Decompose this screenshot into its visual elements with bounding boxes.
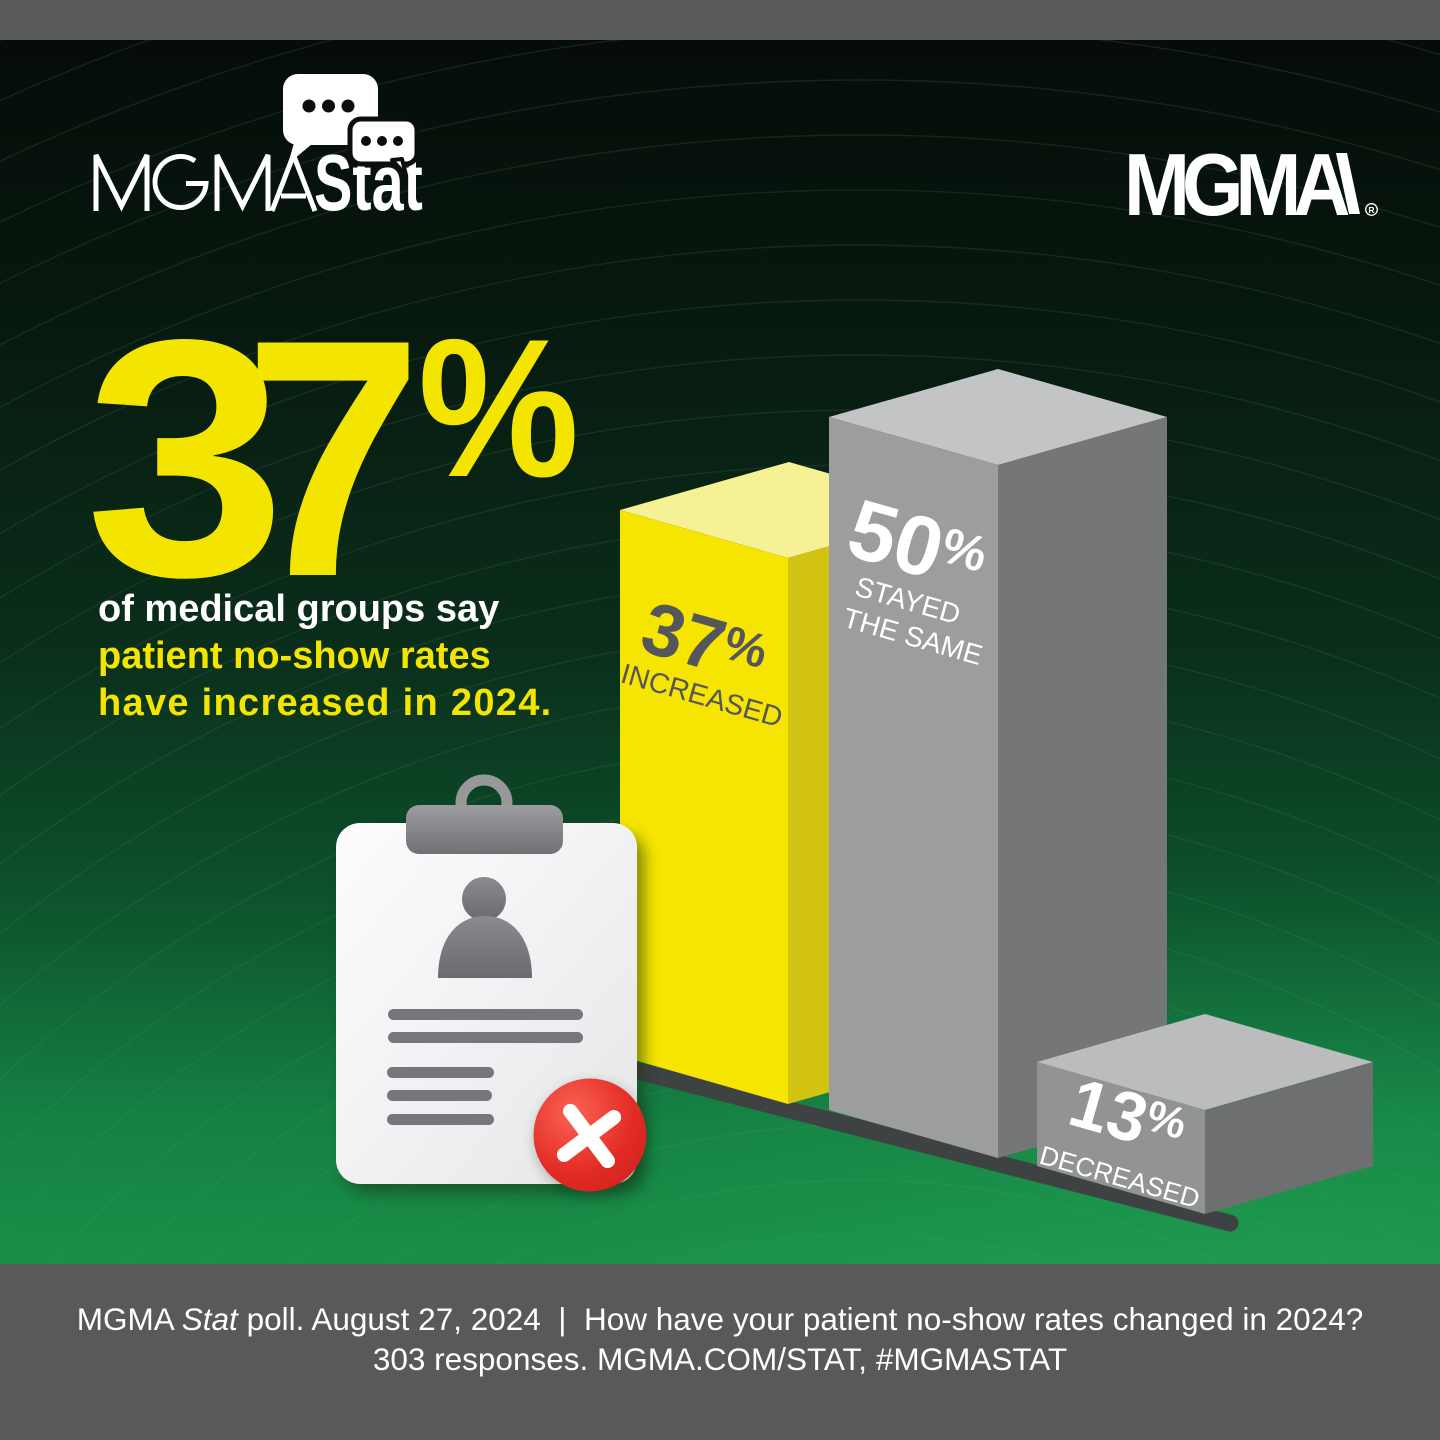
- svg-text:MGMA: MGMA: [1124, 135, 1349, 234]
- svg-text:R: R: [1368, 205, 1374, 215]
